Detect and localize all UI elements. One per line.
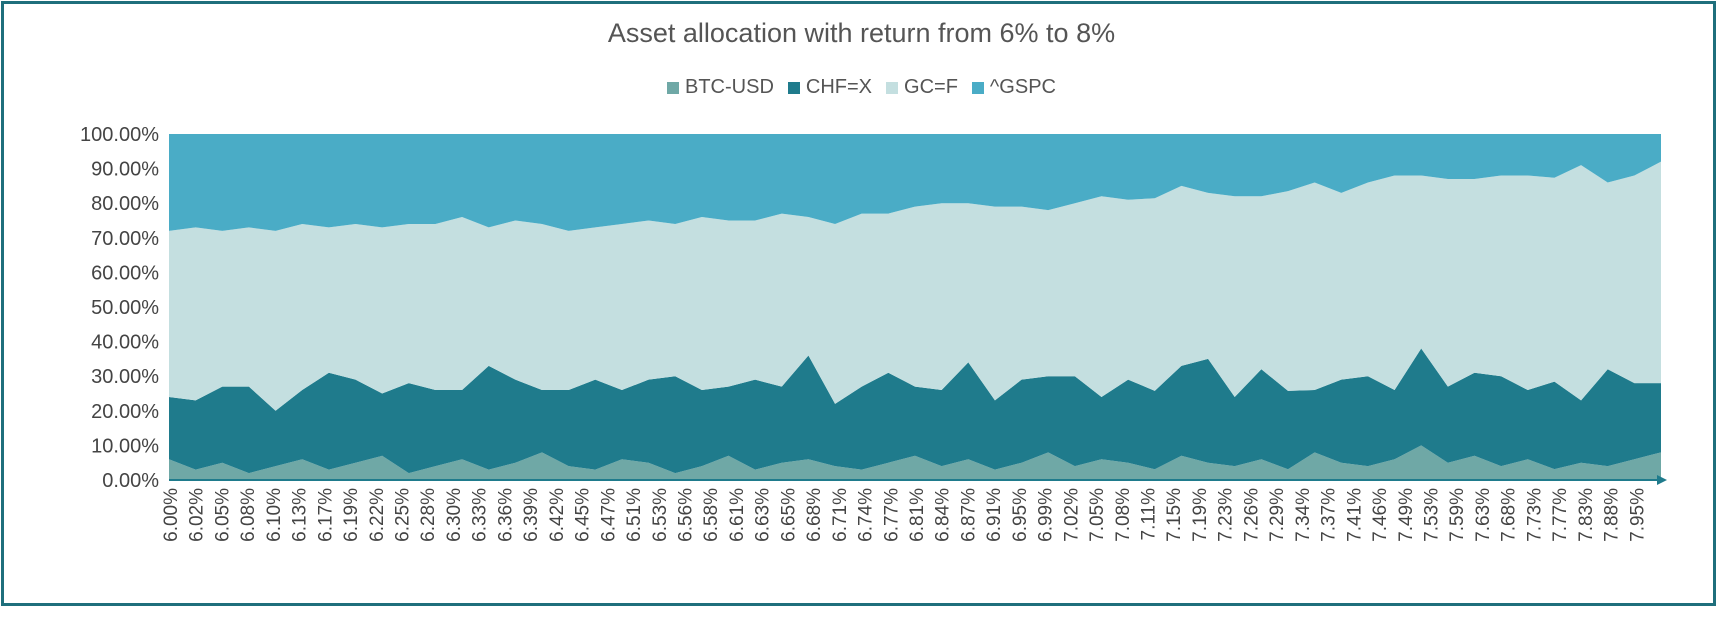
x-tick-label: 7.11% bbox=[1139, 488, 1160, 541]
area-series-0 bbox=[169, 445, 1661, 480]
y-tick-label: 60.00% bbox=[91, 262, 159, 284]
x-tick-label: 7.02% bbox=[1061, 488, 1082, 542]
area-series-1 bbox=[169, 348, 1661, 474]
legend-swatch-gc bbox=[886, 81, 899, 94]
x-tick-label: 7.37% bbox=[1319, 488, 1340, 542]
x-tick-label: 6.17% bbox=[315, 488, 336, 542]
x-tick-label: 6.91% bbox=[984, 488, 1005, 542]
x-tick-label: 6.00% bbox=[161, 488, 182, 542]
legend-item-chf: CHF=X bbox=[787, 76, 873, 99]
y-tick-label: 100.00% bbox=[80, 124, 159, 146]
chart-title: Asset allocation with return from 6% to … bbox=[607, 18, 1116, 48]
x-tick-label: 7.63% bbox=[1473, 488, 1494, 542]
x-tick-label: 6.02% bbox=[187, 488, 208, 542]
legend-item-gc: GC=F bbox=[886, 76, 958, 99]
x-tick-label: 7.95% bbox=[1627, 488, 1648, 542]
chart-legend: BTC-USD CHF=X GC=F ^GSPC bbox=[4, 76, 1719, 99]
x-tick-label: 7.29% bbox=[1267, 488, 1288, 542]
area-series-2 bbox=[169, 161, 1661, 411]
x-tick-label: 7.68% bbox=[1499, 488, 1520, 542]
y-tick-label: 0.00% bbox=[102, 470, 159, 492]
x-tick-label: 6.36% bbox=[495, 488, 516, 542]
chart-plot: 0.00% 10.00% 20.00% 30.00% 40.00% 50.00% 60.00… bbox=[80, 124, 1667, 542]
x-tick-label: 7.77% bbox=[1550, 488, 1571, 542]
x-tick-label: 6.61% bbox=[727, 488, 748, 542]
x-tick-label: 7.88% bbox=[1602, 488, 1623, 542]
legend-label-gspc: ^GSPC bbox=[989, 76, 1056, 98]
x-tick-label: 6.58% bbox=[701, 488, 722, 542]
area-series-3 bbox=[169, 134, 1661, 231]
x-tick-label: 6.95% bbox=[1010, 488, 1031, 542]
x-tick-label: 7.41% bbox=[1344, 488, 1365, 542]
x-tick-label: 6.22% bbox=[367, 488, 388, 542]
x-tick-label: 6.19% bbox=[341, 488, 362, 542]
x-tick-label: 6.05% bbox=[212, 488, 233, 542]
x-tick-label: 6.71% bbox=[830, 488, 851, 542]
x-tick-label: 6.13% bbox=[290, 488, 311, 542]
x-tick-label: 6.08% bbox=[238, 488, 259, 542]
x-tick-label: 6.99% bbox=[1036, 488, 1057, 542]
x-tick-label: 7.23% bbox=[1216, 488, 1237, 542]
x-tick-label: 6.39% bbox=[521, 488, 542, 542]
x-tick-label: 6.81% bbox=[907, 488, 928, 542]
x-tick-label: 6.45% bbox=[573, 488, 594, 542]
x-tick-label: 7.05% bbox=[1087, 488, 1108, 542]
legend-item-gspc: ^GSPC bbox=[971, 76, 1056, 99]
x-tick-label: 7.59% bbox=[1447, 488, 1468, 542]
x-tick-label: 7.15% bbox=[1164, 488, 1185, 542]
y-tick-label: 40.00% bbox=[91, 332, 159, 354]
x-tick-label: 6.77% bbox=[881, 488, 902, 542]
x-tick-label: 6.33% bbox=[470, 488, 491, 542]
x-tick-label: 6.84% bbox=[933, 488, 954, 542]
legend-swatch-btc bbox=[667, 81, 679, 94]
x-tick-label: 6.74% bbox=[856, 488, 877, 542]
y-tick-label: 20.00% bbox=[91, 401, 159, 423]
y-tick-label: 70.00% bbox=[91, 228, 159, 250]
x-tick-label: 7.26% bbox=[1241, 488, 1262, 542]
x-tick-label: 6.63% bbox=[753, 488, 774, 542]
y-tick-label: 50.00% bbox=[91, 297, 159, 319]
y-tick-label: 80.00% bbox=[91, 193, 159, 215]
x-tick-label: 6.30% bbox=[444, 488, 465, 542]
x-tick-label: 7.73% bbox=[1524, 488, 1545, 542]
legend-item-btc: BTC-USD bbox=[667, 76, 774, 99]
y-tick-label: 30.00% bbox=[91, 366, 159, 388]
y-tick-label: 90.00% bbox=[91, 159, 159, 181]
x-tick-label: 7.46% bbox=[1370, 488, 1391, 542]
x-tick-label: 7.19% bbox=[1190, 488, 1211, 542]
legend-swatch-gspc bbox=[971, 81, 984, 94]
x-axis-arrow bbox=[1657, 475, 1667, 485]
x-tick-label: 7.83% bbox=[1576, 488, 1597, 542]
x-tick-label: 6.10% bbox=[264, 488, 285, 542]
x-tick-label: 6.65% bbox=[778, 488, 799, 542]
y-tick-label: 10.00% bbox=[91, 435, 159, 457]
x-tick-label: 7.49% bbox=[1396, 488, 1417, 542]
x-tick-label: 6.25% bbox=[393, 488, 414, 542]
x-tick-label: 6.87% bbox=[958, 488, 979, 542]
x-tick-label: 6.56% bbox=[676, 488, 697, 542]
chart-frame: Asset allocation with return from 6% to … bbox=[1, 1, 1716, 606]
legend-label-btc: BTC-USD bbox=[685, 76, 774, 98]
x-tick-label: 6.53% bbox=[650, 488, 671, 542]
x-tick-label: 7.53% bbox=[1422, 488, 1443, 542]
x-tick-label: 6.28% bbox=[418, 488, 439, 542]
legend-swatch-chf bbox=[787, 81, 800, 94]
legend-label-gc: GC=F bbox=[904, 76, 958, 98]
x-tick-label: 7.08% bbox=[1113, 488, 1134, 542]
x-tick-label: 6.68% bbox=[804, 488, 825, 542]
x-tick-label: 6.51% bbox=[624, 488, 645, 542]
x-tick-label: 6.42% bbox=[547, 488, 568, 542]
legend-label-chf: CHF=X bbox=[805, 76, 873, 98]
x-tick-label: 7.34% bbox=[1293, 488, 1314, 542]
x-tick-label: 6.47% bbox=[598, 488, 619, 542]
